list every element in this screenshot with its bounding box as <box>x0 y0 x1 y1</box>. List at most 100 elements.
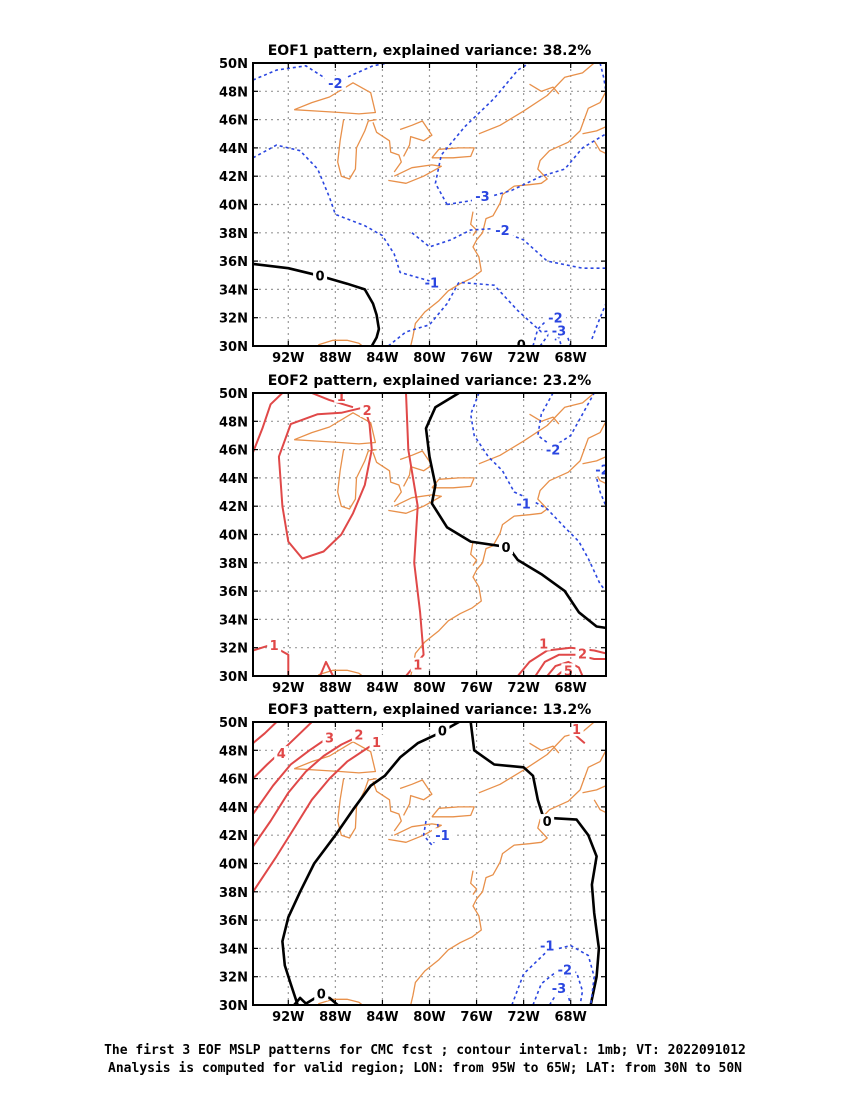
contour-label: -2 <box>595 463 609 478</box>
coastline <box>317 669 364 676</box>
coastline <box>470 211 478 236</box>
y-tick-label: 48N <box>219 85 248 100</box>
coastline <box>478 393 595 465</box>
coastline <box>399 450 433 487</box>
y-tick-label: 48N <box>219 744 248 759</box>
y-tick-label: 50N <box>219 716 248 731</box>
coastline <box>372 122 402 173</box>
coastline <box>470 870 478 895</box>
contour-label: 0 <box>517 339 526 354</box>
y-tick-label: 50N <box>219 57 248 72</box>
y-tick-label: 40N <box>219 199 248 214</box>
coastline <box>478 63 595 135</box>
x-tick-label: 72W <box>507 351 539 366</box>
contour-line <box>311 393 354 409</box>
contour-label: 1 <box>413 659 422 674</box>
y-tick-label: 32N <box>219 642 248 657</box>
coastline <box>372 781 402 832</box>
contour-label: 2 <box>363 404 372 419</box>
contour-label: -2 <box>495 224 509 239</box>
contour-label: 0 <box>543 815 552 830</box>
y-tick-label: 40N <box>219 529 248 544</box>
contour-line <box>253 393 284 453</box>
contour-line <box>253 738 327 815</box>
contour-label: 2 <box>354 729 363 744</box>
contour-line <box>469 722 601 1005</box>
coastline <box>431 147 475 159</box>
coastline <box>431 477 475 489</box>
coastline <box>337 777 377 839</box>
y-tick-label: 34N <box>219 283 248 298</box>
contour-line <box>253 262 381 346</box>
contour-label: -2 <box>546 444 560 459</box>
contour-label: 0 <box>438 724 447 739</box>
coastline <box>470 541 478 566</box>
coastline <box>582 126 606 135</box>
contour-line <box>281 722 460 1005</box>
x-tick-label: 68W <box>554 351 586 366</box>
eof3-title: EOF3 pattern, explained variance: 13.2% <box>268 702 592 718</box>
coastline <box>337 118 377 180</box>
contour-line <box>591 303 606 340</box>
contour-line <box>293 995 339 1005</box>
y-tick-label: 48N <box>219 415 248 430</box>
contour-label: 0 <box>316 269 325 284</box>
contour-line <box>387 281 572 346</box>
contour-line <box>319 660 334 676</box>
x-tick-label: 72W <box>507 681 539 696</box>
y-tick-label: 36N <box>219 585 248 600</box>
y-tick-label: 46N <box>219 773 248 788</box>
y-tick-label: 50N <box>219 387 248 402</box>
contour-label: -1 <box>425 276 439 291</box>
coastline <box>399 120 433 157</box>
contour-label: 2 <box>578 647 587 662</box>
contour-line <box>424 393 606 630</box>
contour-label: -1 <box>435 829 449 844</box>
x-tick-label: 80W <box>413 1010 445 1025</box>
coastline <box>410 749 606 1005</box>
x-tick-label: 92W <box>272 351 304 366</box>
y-tick-label: 34N <box>219 613 248 628</box>
coastline <box>582 785 606 794</box>
contour-line <box>253 738 383 893</box>
eof2-panel: EOF2 pattern, explained variance: 23.2% 0… <box>219 373 609 696</box>
x-tick-label: 84W <box>366 681 398 696</box>
coastline <box>529 413 560 425</box>
coastline <box>529 742 560 754</box>
y-tick-label: 32N <box>219 312 248 327</box>
contour-line <box>277 406 373 560</box>
contour-label: 1 <box>337 390 346 405</box>
y-tick-label: 30N <box>219 670 248 685</box>
y-tick-label: 32N <box>219 971 248 986</box>
contour-line <box>405 393 425 676</box>
contour-line <box>253 722 278 744</box>
contour-label: -3 <box>552 324 566 339</box>
x-tick-label: 68W <box>554 681 586 696</box>
contour-label: 1 <box>270 639 279 654</box>
y-tick-label: 38N <box>219 227 248 242</box>
contour-label: -2 <box>558 964 572 979</box>
x-tick-label: 88W <box>319 1010 351 1025</box>
y-tick-label: 46N <box>219 114 248 129</box>
contour-label: 4 <box>277 747 286 762</box>
x-tick-label: 68W <box>554 1010 586 1025</box>
eof1-title: EOF1 pattern, explained variance: 38.2% <box>268 43 592 59</box>
coastline <box>388 494 442 514</box>
contour-line <box>253 144 430 282</box>
contour-line <box>434 63 530 205</box>
y-tick-label: 40N <box>219 858 248 873</box>
contour-line <box>469 393 606 592</box>
y-tick-label: 42N <box>219 829 248 844</box>
contour-label: -1 <box>516 497 530 512</box>
contour-line <box>446 133 606 206</box>
y-tick-label: 38N <box>219 886 248 901</box>
x-tick-label: 72W <box>507 1010 539 1025</box>
y-tick-label: 42N <box>219 500 248 515</box>
y-tick-label: 42N <box>219 170 248 185</box>
y-tick-label: 44N <box>219 142 248 157</box>
contour-label: 1 <box>372 736 381 751</box>
contour-line <box>536 393 595 448</box>
coastline <box>337 448 377 510</box>
eof2-title: EOF2 pattern, explained variance: 23.2% <box>268 373 592 389</box>
